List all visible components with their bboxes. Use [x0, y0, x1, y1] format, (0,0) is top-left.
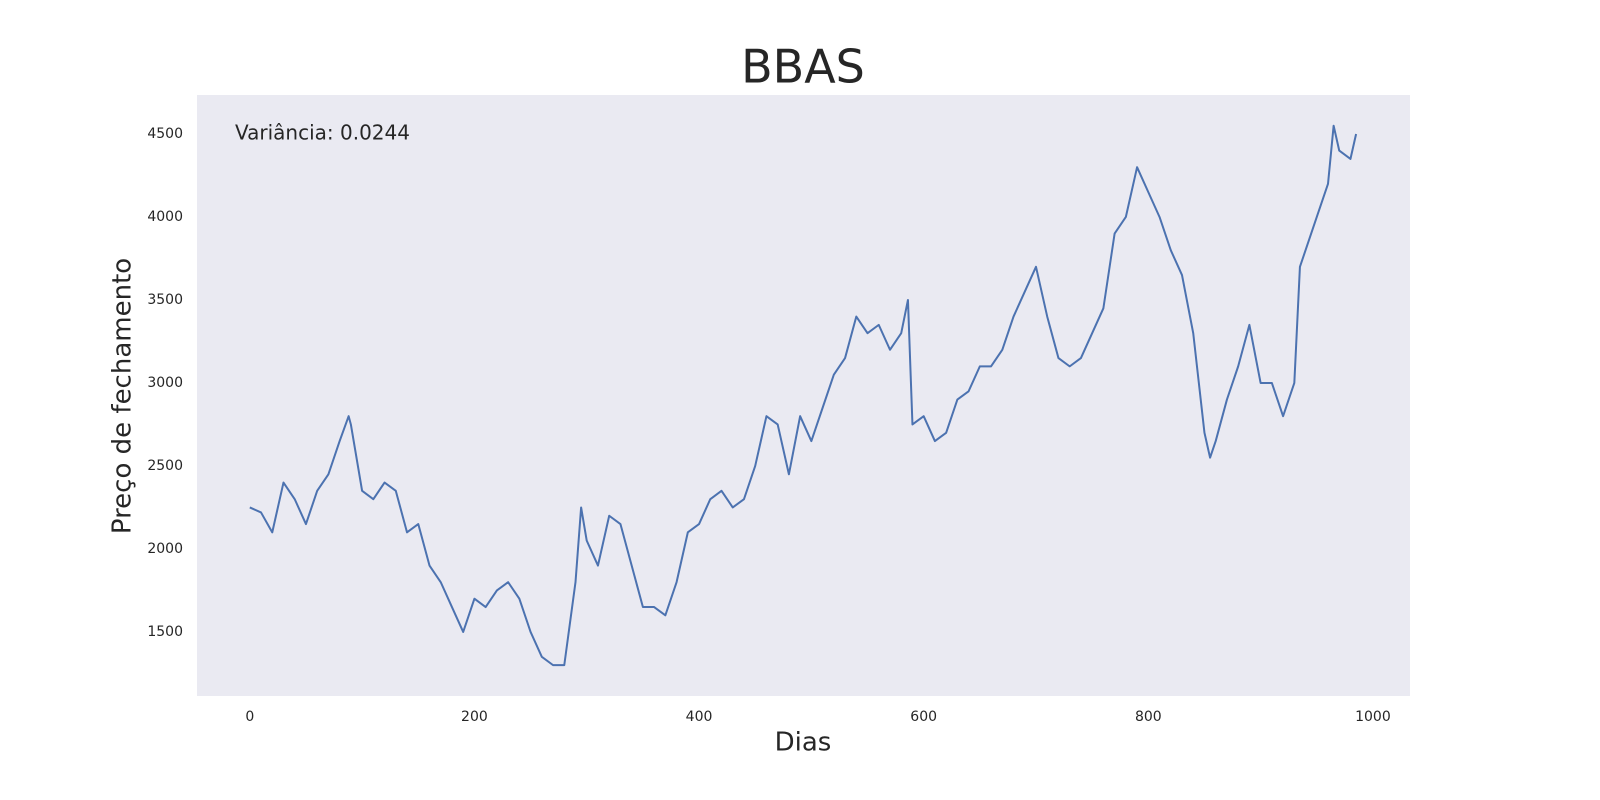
x-tick-label: 400: [686, 709, 713, 725]
x-tick-label: 0: [245, 709, 254, 725]
x-tick-label: 200: [461, 709, 488, 725]
plot-area: [197, 95, 1410, 696]
y-axis-label: Preço de fechamento: [108, 258, 138, 534]
x-axis-label: Dias: [775, 728, 832, 758]
y-tick-label: 3000: [147, 375, 183, 391]
y-tick-label: 4000: [147, 209, 183, 225]
x-tick-label: 800: [1135, 709, 1162, 725]
annotation: Variância: 0.0244: [235, 121, 410, 145]
y-tick-label: 2000: [147, 541, 183, 557]
x-tick-label: 1000: [1355, 709, 1391, 725]
x-tick-label: 600: [910, 709, 937, 725]
line-series: [249, 124, 1358, 667]
chart-title: BBAS: [741, 40, 865, 94]
y-tick-label: 4500: [147, 126, 183, 142]
y-tick-label: 2500: [147, 458, 183, 474]
y-tick-label: 1500: [147, 624, 183, 640]
y-tick-label: 3500: [147, 292, 183, 308]
